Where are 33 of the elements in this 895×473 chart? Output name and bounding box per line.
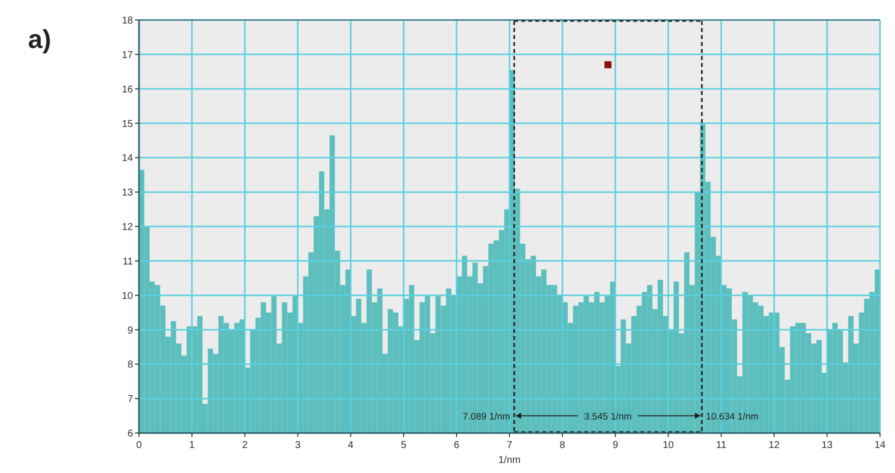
y-tick-label: 13: [122, 188, 134, 199]
y-tick-label: 9: [127, 325, 134, 336]
x-tick-label: 2: [242, 440, 248, 451]
x-tick-label: 9: [612, 440, 619, 451]
annotation: 10.634 1/nm: [706, 411, 759, 422]
x-tick-label: 1: [189, 440, 196, 451]
annotation: 3.545 1/nm: [584, 411, 632, 422]
x-tick-label: 11: [716, 440, 727, 451]
annotation: 7.089 1/nm: [462, 411, 510, 422]
x-tick-label: 10: [662, 440, 674, 451]
y-tick-label: 7: [127, 394, 134, 406]
x-tick-label: 4: [348, 440, 354, 451]
x-tick-label: 14: [874, 440, 886, 451]
y-tick-label: 16: [122, 84, 134, 96]
y-tick-label: 10: [122, 290, 134, 302]
y-tick-label: 14: [122, 153, 134, 164]
x-tick-label: 7: [506, 440, 513, 451]
y-tick-label: 6: [127, 428, 134, 440]
x-tick-label: 6: [454, 440, 460, 451]
y-tick-label: 11: [122, 256, 134, 268]
x-tick-label: 3: [295, 440, 302, 451]
y-tick-label: 18: [122, 16, 134, 26]
x-tick-label: 12: [768, 440, 780, 451]
x-axis-title: 1/nm: [498, 455, 521, 466]
y-tick-label: 17: [122, 50, 134, 61]
y-tick-label: 12: [122, 222, 134, 233]
chart-title: a): [28, 24, 52, 54]
x-tick-label: 5: [400, 440, 407, 451]
x-tick-label: 8: [560, 440, 566, 451]
x-tick-label: 0: [136, 440, 142, 451]
x-tick-label: 13: [822, 440, 834, 451]
y-tick-label: 15: [122, 118, 134, 130]
y-tick-label: 8: [127, 360, 134, 371]
